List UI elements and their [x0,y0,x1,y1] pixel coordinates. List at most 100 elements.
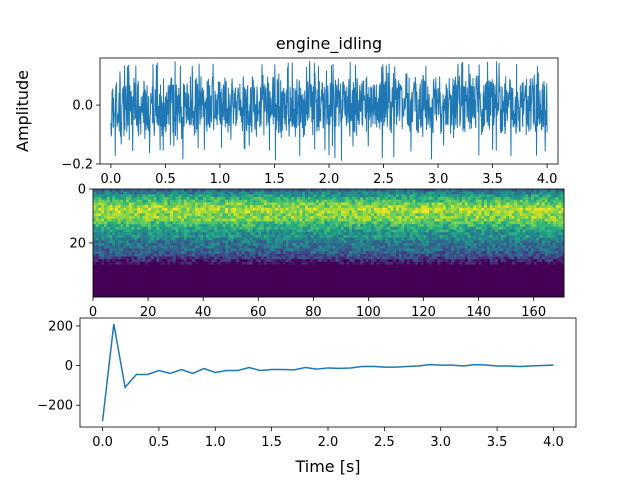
spectrogram-cell [186,261,190,265]
spectrogram-cell [123,226,127,230]
spectrogram-cell [547,224,551,228]
spectrogram-cell [181,202,185,206]
spectrogram-cell [561,205,565,209]
spectrogram-cell [156,218,160,222]
spectrogram-cell [379,226,383,230]
spectrogram-cell [365,240,369,244]
spectrogram-cell [305,189,309,193]
spectrogram-cell [200,237,204,241]
spectrogram-cell [506,218,510,222]
spectrogram-cell [120,205,124,209]
spectrogram-cell [123,248,127,252]
spectrogram-cell [227,202,232,206]
spectrogram-cell [445,194,449,198]
spectrogram-cell [175,234,179,238]
spectrogram-cell [203,216,207,220]
spectrogram-cell [338,245,342,249]
spectrogram-cell [429,205,433,209]
spectrogram-cell [462,194,466,198]
spectrogram-cell [365,191,369,195]
spectrogram-cell [137,259,141,263]
spectrogram-cell [98,191,102,195]
spectrogram-cell [178,240,182,244]
spectrogram-cell [497,224,502,228]
spectrogram-cell [170,245,174,249]
spectrogram-cell [404,245,408,249]
spectrogram-cell [481,213,485,217]
spectrogram-cell [489,245,493,249]
spectrogram-cell [495,259,499,263]
spectrogram-cell [269,189,273,193]
spectrogram-cell [409,224,413,228]
spectrogram-cell [401,256,405,260]
spectrogram-cell [112,205,116,209]
spectrogram-cell [148,259,152,263]
spectrogram-cell [115,221,119,225]
spectrogram-cell [445,191,449,195]
spectrogram-cell [412,221,416,225]
spectrogram-cell [415,216,419,220]
spectrogram-cell [153,194,157,198]
spectrogram-cell [189,197,193,201]
spectrogram-cell [508,194,513,198]
spectrogram-cell [255,213,259,217]
spectrogram-cell [139,240,143,244]
spectrogram-cell [219,194,223,198]
spectrogram-cell [153,237,157,241]
spectrogram-cell [302,191,306,195]
spectrogram-cell [321,189,325,193]
spectrogram-cell [252,197,256,201]
spectrogram-cell [486,194,491,198]
spectrogram-cell [189,191,193,195]
spectrogram-cell [263,234,267,238]
spectrogram-cell [409,197,413,201]
spectrogram-cell [467,243,471,247]
spectrogram-cell [362,226,367,230]
spectrogram-cell [115,207,119,211]
spectrogram-cell [412,245,416,249]
spectrogram-cell [558,199,562,203]
spectrogram-cell [131,224,135,228]
spectrogram-cell [338,216,342,220]
spectrogram-cell [216,213,221,217]
spectrogram-cell [214,243,218,247]
spectrogram-cell [451,221,455,225]
spectrogram-cell [150,202,154,206]
spectrogram-cell [98,259,102,263]
spectrogram-cell [357,210,361,214]
spectrogram-cell [429,261,433,265]
spectrogram-cell [384,229,389,233]
spectrogram-cell [313,229,317,233]
spectrogram-cell [382,232,386,236]
spectrogram-cell [203,251,207,255]
spectrogram-cell [285,213,289,217]
spectrogram-cell [418,194,422,198]
spectrogram-cell [409,216,413,220]
spectrogram-cell [269,248,273,252]
spectrogram-cell [236,248,240,252]
spectrogram-cell [250,240,254,244]
spectrogram-cell [123,210,127,214]
spectrogram-cell [412,264,416,268]
spectrogram-cell [189,243,193,247]
spectrogram-cell [547,213,551,217]
spectrogram-cell [462,226,466,230]
spectrogram-cell [401,191,405,195]
spectrogram-cell [131,218,135,222]
spectrogram-cell [541,253,546,257]
spectrogram-cell [192,197,196,201]
spectrogram-cell [95,207,99,211]
spectrogram-cell [192,237,196,241]
spectrogram-cell [503,199,507,203]
spectrogram-cell [418,259,422,263]
spectrogram-cell [357,221,361,225]
spectrogram-cell [205,251,210,255]
spectrogram-cell [335,229,339,233]
spectrogram-cell [222,251,226,255]
spectrogram-cell [112,261,116,265]
spectrogram-cell [360,210,364,214]
spectrogram-cell [227,191,232,195]
spectrogram-cell [349,189,353,193]
spectrogram-cell [426,248,430,252]
spectrogram-cell [316,218,320,222]
